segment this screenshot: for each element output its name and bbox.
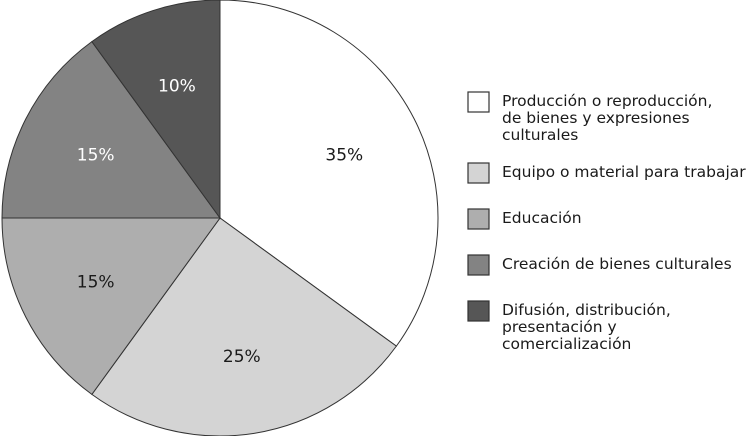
legend-label-2: Equipo o material para trabajar xyxy=(502,163,746,181)
pie-slice-1 xyxy=(219,0,439,347)
slice-percent-label-2: 25% xyxy=(223,347,261,367)
legend-swatch-1 xyxy=(467,91,490,113)
legend-label-4: Creación de bienes culturales xyxy=(502,255,732,273)
pie-slice-4 xyxy=(1,40,221,219)
legend-label-3: Educación xyxy=(502,209,582,227)
slice-percent-label-5: 10% xyxy=(158,76,196,96)
pie-slice-5 xyxy=(91,0,221,220)
slice-percent-label-1: 35% xyxy=(325,146,363,166)
pie-slice-3 xyxy=(1,217,221,396)
pie-slices xyxy=(1,0,439,436)
legend-swatch-3 xyxy=(467,208,490,230)
slice-percent-label-4: 15% xyxy=(77,146,115,166)
legend-swatch-5 xyxy=(467,300,490,322)
legend-swatch-2 xyxy=(467,162,490,184)
pie-slice-labels: 35% 25% 15% 15% 10% xyxy=(77,76,363,367)
legend-swatch-4 xyxy=(467,254,490,276)
pie-slice-2 xyxy=(91,217,398,436)
slice-percent-label-3: 15% xyxy=(77,272,115,292)
legend-label-1: Producción o reproducción, de bienes y ex… xyxy=(502,92,712,144)
legend: Producción o reproducción, de bienes y ex… xyxy=(467,91,746,353)
legend-label-5: Difusión, distribución, presentación y com… xyxy=(502,301,671,353)
